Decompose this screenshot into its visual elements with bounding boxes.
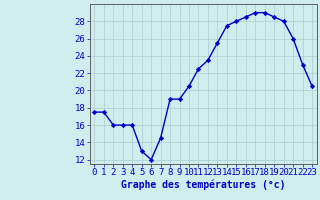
X-axis label: Graphe des températures (°c): Graphe des températures (°c) <box>121 180 285 190</box>
